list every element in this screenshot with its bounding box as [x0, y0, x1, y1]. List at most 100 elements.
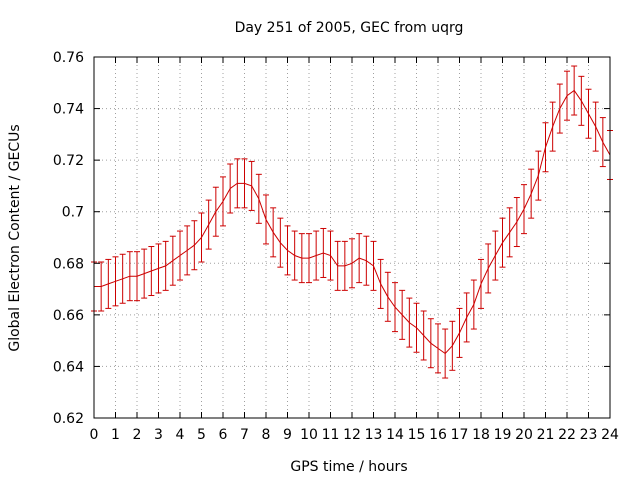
x-tick-label: 1 [111, 427, 120, 443]
data-point [521, 184, 527, 235]
data-point [556, 83, 563, 134]
data-point [564, 70, 570, 121]
data-point [427, 318, 434, 369]
data-point [177, 230, 183, 281]
data-point [341, 240, 348, 291]
y-axis: 0.62 0.64 0.66 0.68 0.7 0.72 0.74 0.76 [53, 50, 610, 427]
y-tick-label: 0.64 [53, 359, 84, 375]
x-tick-label: 4 [176, 427, 185, 443]
data-point [184, 225, 191, 276]
data-point [255, 173, 262, 224]
data-point [334, 240, 341, 291]
data-point [98, 261, 105, 312]
data-point [169, 235, 176, 286]
y-tick-label: 0.66 [53, 308, 84, 324]
data-point [313, 230, 320, 281]
data-point [535, 150, 542, 201]
data-point [306, 233, 312, 284]
x-tick-label: 7 [240, 427, 249, 443]
data-point [384, 271, 391, 322]
x-tick-label: 22 [558, 427, 576, 443]
data-point [220, 176, 226, 227]
data-point [162, 240, 169, 291]
data-point [126, 251, 133, 302]
data-point [571, 65, 578, 116]
data-point [406, 297, 413, 348]
data-point [549, 101, 556, 152]
data-point [119, 253, 126, 304]
data-point [248, 160, 255, 211]
data-point [578, 75, 585, 126]
series-layer [91, 65, 613, 379]
data-point [470, 279, 477, 330]
data-point [191, 220, 198, 271]
x-tick-label: 10 [300, 427, 318, 443]
data-point [205, 199, 212, 250]
data-point [105, 258, 112, 309]
x-tick-label: 16 [429, 427, 447, 443]
x-tick-label: 8 [262, 427, 271, 443]
data-point [599, 117, 606, 168]
data-point [528, 168, 535, 219]
data-point [492, 230, 499, 281]
data-point [141, 248, 148, 299]
data-point [392, 282, 398, 333]
data-point [499, 217, 506, 268]
data-point [198, 212, 205, 263]
data-point [370, 240, 377, 291]
y-tick-label: 0.74 [53, 102, 84, 118]
x-tick-label: 9 [283, 427, 292, 443]
x-tick-label: 24 [601, 427, 619, 443]
data-point [298, 233, 305, 284]
data-point [478, 258, 484, 309]
x-tick-label: 0 [90, 427, 99, 443]
data-point [485, 243, 492, 294]
data-point [513, 197, 520, 248]
y-axis-label: Global Electron Content / GECUs [7, 124, 23, 351]
x-tick-label: 20 [515, 427, 533, 443]
x-tick-label: 19 [494, 427, 512, 443]
x-tick-label: 15 [408, 427, 426, 443]
data-point [212, 186, 219, 237]
x-tick-label: 21 [537, 427, 555, 443]
y-tick-label: 0.72 [53, 153, 84, 169]
y-tick-label: 0.76 [53, 50, 84, 66]
data-point [356, 233, 363, 284]
data-point [327, 230, 334, 281]
y-tick-label: 0.7 [62, 205, 84, 221]
x-tick-label: 14 [386, 427, 404, 443]
x-tick-label: 18 [472, 427, 490, 443]
data-point [449, 320, 456, 371]
data-point [542, 122, 549, 173]
x-axis: 0 1 2 3 4 5 6 7 8 9 10 11 12 13 14 15 16 17 18 19 20 21 22 23 24 [90, 57, 619, 443]
data-point [234, 158, 241, 209]
data-point [227, 163, 234, 214]
data-point [148, 246, 155, 297]
y-tick-label: 0.62 [53, 411, 84, 427]
data-point [592, 101, 599, 152]
data-point [134, 251, 140, 302]
data-point [420, 310, 427, 361]
data-point [413, 302, 420, 353]
chart-title: Day 251 of 2005, GEC from uqrg [235, 20, 464, 36]
grid-lines [94, 57, 610, 418]
data-point [241, 158, 248, 209]
data-point [349, 238, 355, 289]
data-point [112, 256, 119, 307]
data-point [506, 207, 513, 258]
data-point [442, 328, 449, 379]
data-point [377, 258, 384, 309]
x-axis-label: GPS time / hours [290, 459, 407, 475]
data-point [463, 292, 470, 343]
data-point [284, 225, 291, 276]
data-point [263, 194, 269, 245]
y-tick-label: 0.68 [53, 256, 84, 272]
x-tick-label: 23 [580, 427, 598, 443]
x-tick-label: 6 [219, 427, 228, 443]
data-point [270, 207, 277, 258]
x-tick-label: 2 [133, 427, 142, 443]
x-tick-label: 3 [154, 427, 163, 443]
x-tick-label: 12 [343, 427, 361, 443]
x-tick-label: 17 [451, 427, 469, 443]
